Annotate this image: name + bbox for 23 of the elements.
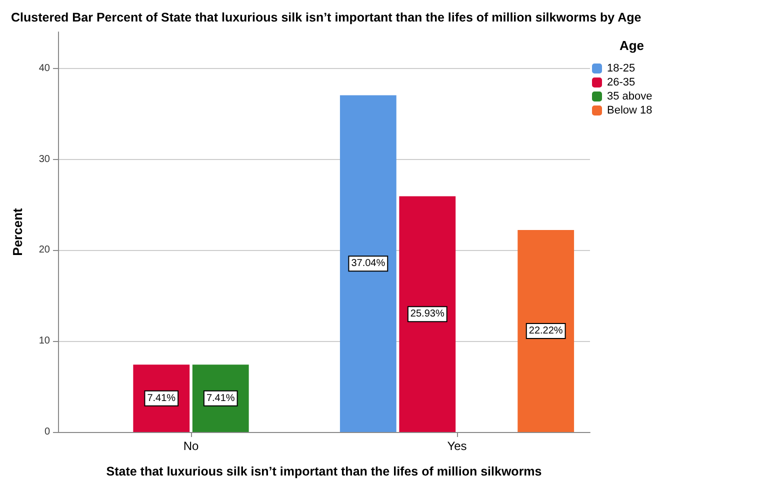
x-tick-label: Yes — [447, 439, 467, 453]
x-axis-title: State that luxurious silk isn’t important than the lifes of million silkworms — [106, 464, 542, 478]
y-tick-label: 0 — [44, 426, 50, 438]
legend-label: Below 18 — [607, 104, 652, 116]
legend-label: 18-25 — [607, 62, 636, 74]
y-tick-label: 30 — [38, 154, 50, 165]
data-label: 22.22% — [528, 326, 563, 336]
y-tick-label: 40 — [38, 62, 50, 74]
x-tick-label: No — [183, 439, 199, 453]
data-label: 7.41% — [147, 392, 176, 404]
y-axis-title: Percent — [10, 207, 25, 256]
legend-title: Age — [619, 38, 644, 53]
bar — [518, 230, 574, 432]
data-label: 7.41% — [206, 392, 235, 404]
bar — [340, 95, 396, 432]
data-label: 37.04% — [351, 258, 386, 270]
chart-title: Clustered Bar Percent of State that luxurious silk isn’t important than the lifes of million silkworms by Age — [11, 10, 642, 24]
data-label: 25.93% — [410, 308, 444, 320]
y-tick-label: 10 — [38, 336, 50, 347]
y-tick-label: 20 — [38, 244, 50, 256]
legend-label: 35 above — [607, 90, 652, 102]
legend-label: 26-35 — [607, 76, 636, 88]
bar — [399, 196, 456, 432]
